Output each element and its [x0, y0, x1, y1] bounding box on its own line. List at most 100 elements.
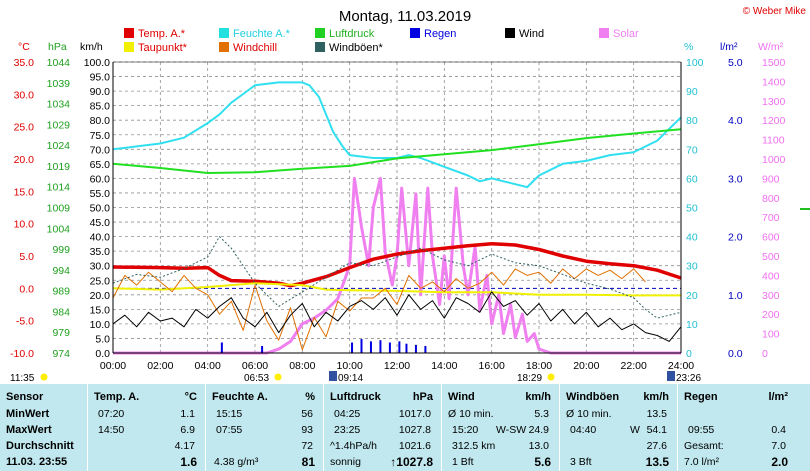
legend-swatch: [315, 28, 325, 38]
humidity-header: Feuchte A.: [212, 391, 268, 403]
solar-tick-label: 1400: [762, 76, 786, 88]
x-tick-label: 08:00: [289, 360, 315, 372]
temp-unit-label: °C: [18, 41, 30, 53]
pressure-tick-label: 999: [52, 244, 70, 256]
wind-tick-label: 15.0: [90, 304, 111, 316]
humidity-tick-label: 20: [686, 290, 698, 302]
legend-swatch: [219, 28, 229, 38]
pressure-tick-label: 1034: [47, 99, 71, 111]
temp-tick-label: 15.0: [14, 186, 35, 198]
gusts-max-time: 04:40: [570, 424, 597, 436]
pressure-tick-label: 1044: [47, 57, 71, 69]
annotations: 11:35 06:53 09:14 18:29 23:26: [10, 208, 810, 384]
gusts-header: Windböen: [566, 391, 620, 403]
temp-min-time: 07:20: [98, 408, 125, 420]
wind-tick-label: 100.0: [84, 57, 110, 69]
wind-tick-label: 85.0: [90, 101, 111, 113]
humidity-unit-label: %: [684, 41, 693, 53]
pressure-tick-label: 1039: [47, 78, 71, 90]
gusts-column: Windböen km/h Ø 10 min. 13.5 04:40 W 54.…: [560, 384, 678, 471]
pressure-unit: hPa: [412, 391, 433, 403]
legend-label: Feuchte A.*: [233, 28, 291, 40]
rain-bar: [414, 344, 417, 353]
wind-tick-label: 5.0: [95, 333, 110, 345]
left-time-label: 11:35: [10, 373, 35, 384]
rain-bar: [351, 342, 354, 353]
humidity-tick-label: 80: [686, 115, 698, 127]
stats-table: Sensor MinWert MaxWert Durchschnitt 11.0…: [0, 384, 810, 471]
legend-label: Taupunkt*: [138, 42, 188, 54]
solar-tick-label: 300: [762, 290, 780, 302]
solar-tick-label: 1100: [762, 135, 785, 147]
temp-max-time: 14:50: [98, 424, 125, 436]
solar-tick-label: 1000: [762, 154, 786, 166]
moonrise-label: 09:14: [338, 373, 363, 384]
x-tick-label: 20:00: [573, 360, 599, 372]
solar-tick-label: 200: [762, 309, 780, 321]
rain-bar: [261, 346, 264, 353]
legend-label: Luftdruck: [329, 28, 375, 40]
solar-tick-label: 800: [762, 193, 780, 205]
wind-tick-label: 0.0: [95, 348, 110, 360]
pressure-tick-label: 979: [52, 327, 70, 339]
legend-label: Solar: [613, 28, 639, 40]
solar-tick-label: 400: [762, 270, 780, 282]
temp-header: Temp. A.: [94, 391, 140, 403]
x-tick-label: 10:00: [337, 360, 363, 372]
pressure-tick-label: 1004: [47, 223, 71, 235]
gusts-avg10: 13.5: [646, 408, 667, 420]
solar-tick-label: 100: [762, 329, 780, 341]
legend-label: Regen: [424, 28, 456, 40]
rain-total-label: Gesamt:: [684, 440, 724, 452]
rain-bar: [369, 341, 372, 353]
temp-tick-label: 25.0: [14, 122, 35, 134]
pressure-column: Luftdruck hPa 04:25 1017.0 23:25 1027.8 …: [324, 384, 442, 471]
legend-swatch: [505, 28, 515, 38]
current-time-label: 11.03. 23:55: [6, 456, 68, 468]
series-line-windchill: [112, 268, 646, 351]
wind-tick-label: 75.0: [90, 130, 111, 142]
gusts-avg: 27.6: [646, 440, 667, 452]
x-tick-label: 00:00: [100, 360, 126, 372]
rain-tick-label: 3.0: [728, 173, 743, 185]
legend-label: Windchill: [233, 42, 277, 54]
x-tick-label: 16:00: [479, 360, 505, 372]
solar-tick-label: 900: [762, 173, 780, 185]
x-tick-label: 22:00: [621, 360, 647, 372]
x-tick-label: 24:00: [668, 360, 694, 372]
gusts-avg10-label: Ø 10 min.: [566, 408, 612, 420]
humidity-tick-label: 60: [686, 173, 698, 185]
temp-unit: °C: [184, 391, 197, 403]
wind-column: Wind km/h Ø 10 min. 5.3 15:20 W-SW 24.9 …: [442, 384, 560, 471]
legend-swatch: [124, 28, 134, 38]
moonrise-icon: [329, 371, 337, 381]
humidity-max-time: 07:55: [216, 424, 243, 436]
wind-max: 24.9: [528, 424, 549, 436]
humidity-tick-label: 100: [686, 57, 704, 69]
sunrise-label: 06:53: [244, 373, 269, 384]
humidity-tick-label: 40: [686, 232, 698, 244]
temp-avg: 4.17: [174, 440, 195, 452]
durchschnitt-label: Durchschnitt: [6, 440, 74, 452]
series-line-temp-a-: [112, 241, 682, 288]
legend-label: Temp. A.*: [138, 28, 186, 40]
wind-tick-label: 45.0: [90, 217, 111, 229]
pressure-avg: 1021.6: [398, 440, 431, 452]
sensor-column: Sensor MinWert MaxWert Durchschnitt 11.0…: [0, 384, 88, 471]
series-line-feuchte-a-: [112, 81, 682, 189]
x-tick-label: 12:00: [384, 360, 410, 372]
rain-current: 2.0: [771, 455, 788, 469]
pressure-tick-label: 974: [52, 348, 70, 360]
temp-tick-label: -10.0: [10, 348, 34, 360]
pressure-max-time: 23:25: [334, 424, 361, 436]
humidity-min-time: 15:15: [216, 408, 243, 420]
sun-marker: [40, 373, 48, 381]
rain-tick-label: 0.0: [728, 348, 743, 360]
humidity-tick-label: 30: [686, 261, 698, 273]
pressure-tick-label: 994: [52, 265, 70, 277]
abs-humidity: 4.38 g/m³: [214, 456, 259, 468]
wind-current: 5.6: [534, 455, 551, 469]
chart-title: Montag, 11.03.2019: [339, 8, 471, 25]
wind-tick-label: 80.0: [90, 115, 111, 127]
temp-max: 6.9: [180, 424, 195, 436]
